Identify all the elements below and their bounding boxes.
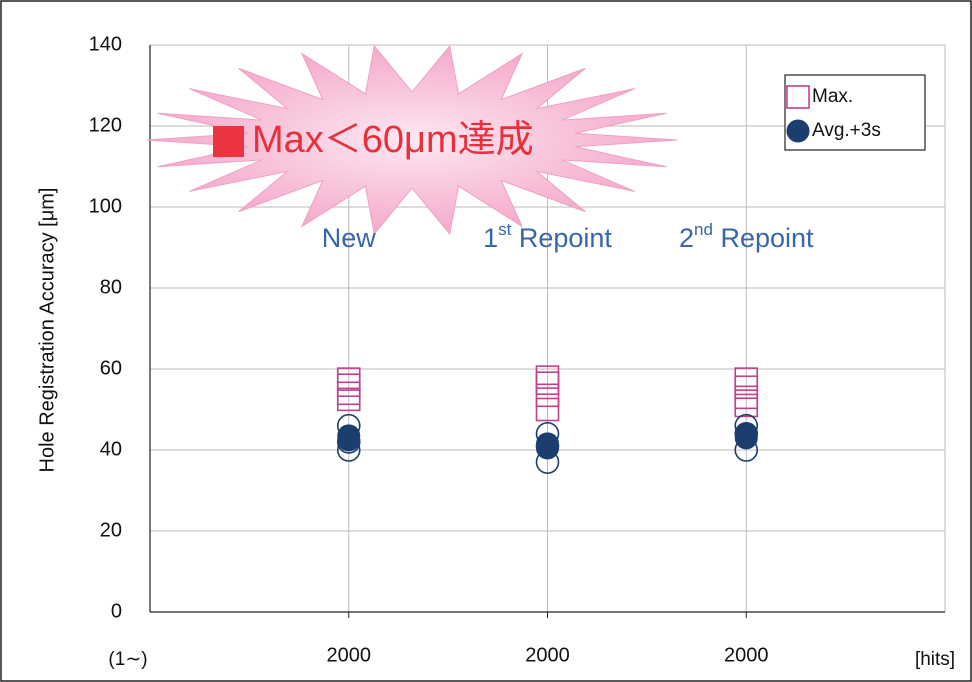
y-tick-label: 100 [89, 195, 122, 217]
y-axis-label: Hole Registration Accuracy [μm] [36, 188, 58, 473]
avg-point [735, 427, 757, 449]
y-tick-label: 60 [100, 357, 122, 379]
x-start-label: (1∼) [108, 649, 147, 670]
y-tick-label: 140 [89, 33, 122, 55]
y-tick-label: 40 [100, 438, 122, 460]
group-label-text: 1 [483, 223, 498, 253]
callout: Max＜60μm達成 [252, 119, 534, 161]
legend-label: Avg.+3s [812, 120, 881, 141]
group-label-sup: nd [694, 220, 713, 239]
y-tick-label: 120 [89, 114, 122, 136]
avg-point [537, 437, 559, 459]
group-label-text: 2 [679, 223, 694, 253]
x-unit-label: [hits] [915, 649, 955, 670]
x-tick-label: 2000 [327, 644, 372, 666]
y-tick-label: 0 [111, 600, 122, 622]
group-label-text: New [322, 223, 377, 253]
legend-label: Max. [812, 86, 853, 107]
chart: Hole Registration Accuracy [μm] (1∼) [hi… [0, 0, 972, 682]
y-tick-label: 80 [100, 276, 122, 298]
legend-marker [787, 120, 809, 142]
x-tick-label: 2000 [724, 644, 769, 666]
group-label-sup: st [498, 220, 512, 239]
group-label-rest: Repoint [511, 223, 612, 253]
x-tick-label: 2000 [525, 644, 570, 666]
y-tick-label: 20 [100, 519, 122, 541]
group-label: New [322, 223, 377, 253]
avg-point [338, 429, 360, 451]
group-label-rest: Repoint [713, 223, 814, 253]
callout-marker [213, 126, 244, 157]
